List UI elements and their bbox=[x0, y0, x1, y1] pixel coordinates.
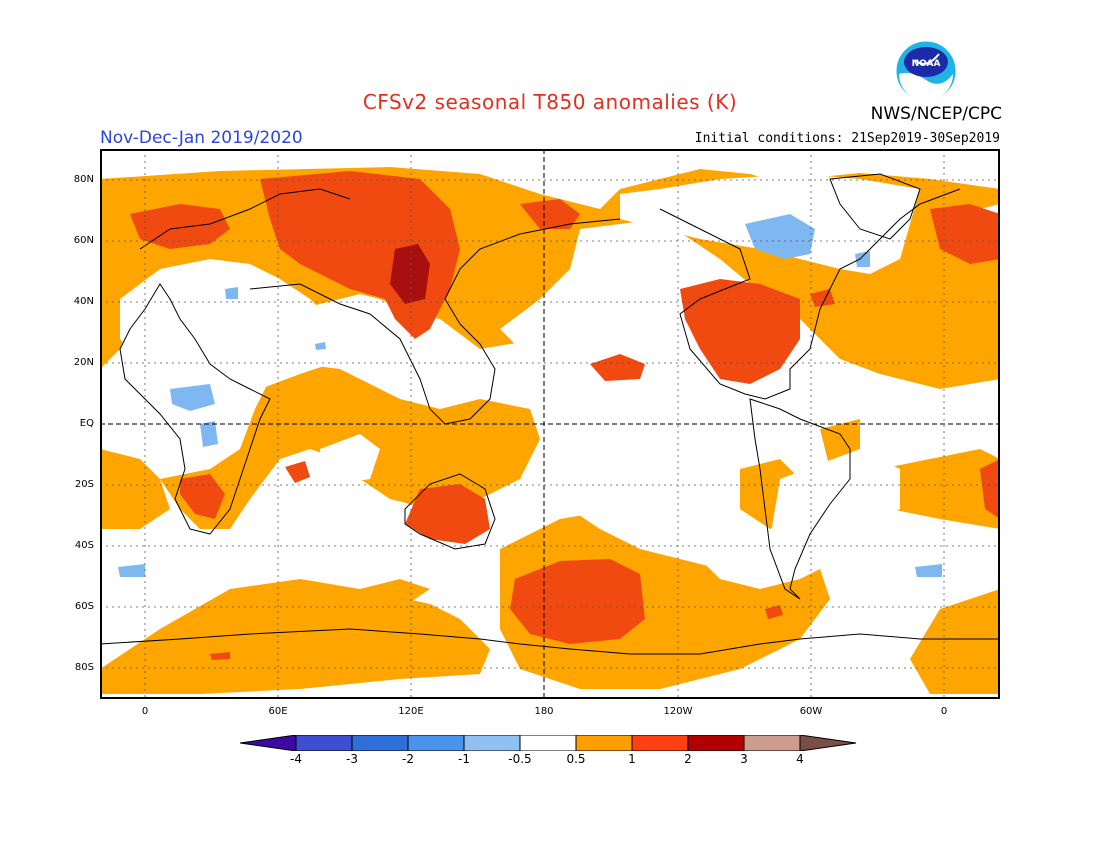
lat-label: 20N bbox=[73, 357, 94, 368]
map-frame bbox=[100, 149, 1000, 699]
colorbar-cell bbox=[519, 735, 577, 751]
lat-label: 40S bbox=[74, 540, 94, 551]
colorbar-label: 2 bbox=[684, 752, 692, 766]
map-title: CFSv2 seasonal T850 anomalies (K) bbox=[362, 90, 738, 114]
colorbar-label: 1 bbox=[628, 752, 636, 766]
agency-label: NWS/NCEP/CPC bbox=[870, 104, 1002, 124]
colorbar-label: -3 bbox=[346, 752, 358, 766]
lat-label: 20S bbox=[74, 479, 94, 490]
logo-text: NOAA bbox=[912, 59, 941, 69]
colorbar-label: -1 bbox=[458, 752, 470, 766]
lat-label: EQ bbox=[79, 418, 94, 429]
noaa-logo: NOAA bbox=[895, 40, 957, 102]
colorbar-cell bbox=[575, 735, 633, 751]
lat-label: 80N bbox=[73, 174, 94, 185]
lon-label: 120E bbox=[398, 706, 424, 717]
colorbar-arrow-low bbox=[240, 735, 297, 751]
colorbar-label: -0.5 bbox=[508, 752, 532, 766]
colorbar-label: 3 bbox=[740, 752, 748, 766]
forecast-period: Nov-Dec-Jan 2019/2020 bbox=[100, 128, 303, 148]
lat-label: 80S bbox=[74, 662, 94, 673]
colorbar-cell bbox=[295, 735, 353, 751]
colorbar-arrow-high bbox=[799, 735, 857, 751]
colorbar-label: 4 bbox=[796, 752, 804, 766]
colorbar bbox=[240, 735, 857, 751]
colorbar-label: 0.5 bbox=[566, 752, 586, 766]
graticule bbox=[100, 149, 1000, 699]
lat-label: 40N bbox=[73, 296, 94, 307]
coastlines bbox=[100, 173, 1000, 655]
lat-label: 60S bbox=[74, 601, 94, 612]
neutral-regions bbox=[120, 174, 1000, 569]
colorbar-cell bbox=[687, 735, 745, 751]
anomaly-map bbox=[100, 149, 1000, 699]
warm-anomaly-2-3 bbox=[390, 244, 430, 304]
lon-label: 0 bbox=[940, 706, 948, 717]
colorbar-cell bbox=[463, 735, 521, 751]
lat-label: 60N bbox=[73, 235, 94, 246]
lon-label: 120W bbox=[663, 706, 693, 717]
initial-conditions: Initial conditions: 21Sep2019-30Sep2019 bbox=[694, 131, 1000, 146]
lon-label: 60W bbox=[799, 706, 823, 717]
colorbar-cell bbox=[743, 735, 801, 751]
lon-label: 0 bbox=[141, 706, 149, 717]
lon-label: 60E bbox=[268, 706, 288, 717]
cool-anomaly bbox=[118, 214, 942, 577]
warm-anomaly-1-2 bbox=[130, 171, 1000, 660]
colorbar-label: -4 bbox=[290, 752, 302, 766]
colorbar-cell bbox=[407, 735, 465, 751]
colorbar-cell bbox=[631, 735, 689, 751]
colorbar-cell bbox=[351, 735, 409, 751]
lon-label: 180 bbox=[534, 706, 554, 717]
equator-dateline bbox=[100, 149, 1000, 699]
colorbar-label: -2 bbox=[402, 752, 414, 766]
